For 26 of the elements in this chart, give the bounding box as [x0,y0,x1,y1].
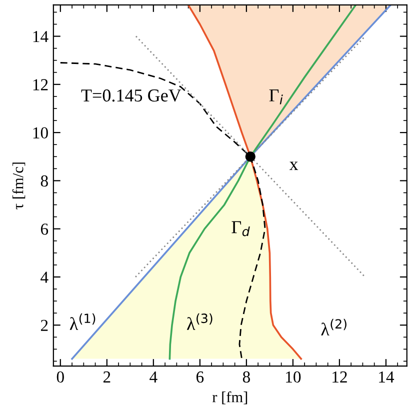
series-label: λ$^{(1)}$ [70,313,96,330]
y-tick-label: 14 [33,31,48,42]
annotation: Γ$_{d}$ [232,221,250,236]
x-tick-label: 0 [56,371,64,383]
x-tick-label: 6 [196,371,204,383]
line-series [60,62,266,360]
y-axis-title: τ [fm/c] [12,162,26,210]
annotation: T=0.145 GeV [81,89,182,102]
y-tick-label: 4 [40,272,48,283]
annotation: x [289,162,298,170]
y-tick-label: 8 [40,175,48,187]
y-tick-label: 2 [40,320,48,331]
series-label: λ$^{(3)}$ [187,313,212,330]
x-axis-title: r [fm] [212,391,248,404]
x-tick-label: 12 [332,371,347,382]
y-tick-label: 12 [33,79,48,90]
x-tick-label: 10 [286,371,301,383]
y-tick-label: 6 [40,224,48,235]
y-tick-label: 10 [33,127,48,138]
series-label: λ$^{(2)}$ [321,318,346,336]
x-tick-label: 2 [103,371,110,382]
x-tick-label: 14 [379,371,394,382]
line-series [187,4,302,360]
x-tick-label: 8 [242,371,250,383]
x-tick-label: 4 [150,371,158,382]
annotation: Γ$_{i}$ [269,89,283,104]
